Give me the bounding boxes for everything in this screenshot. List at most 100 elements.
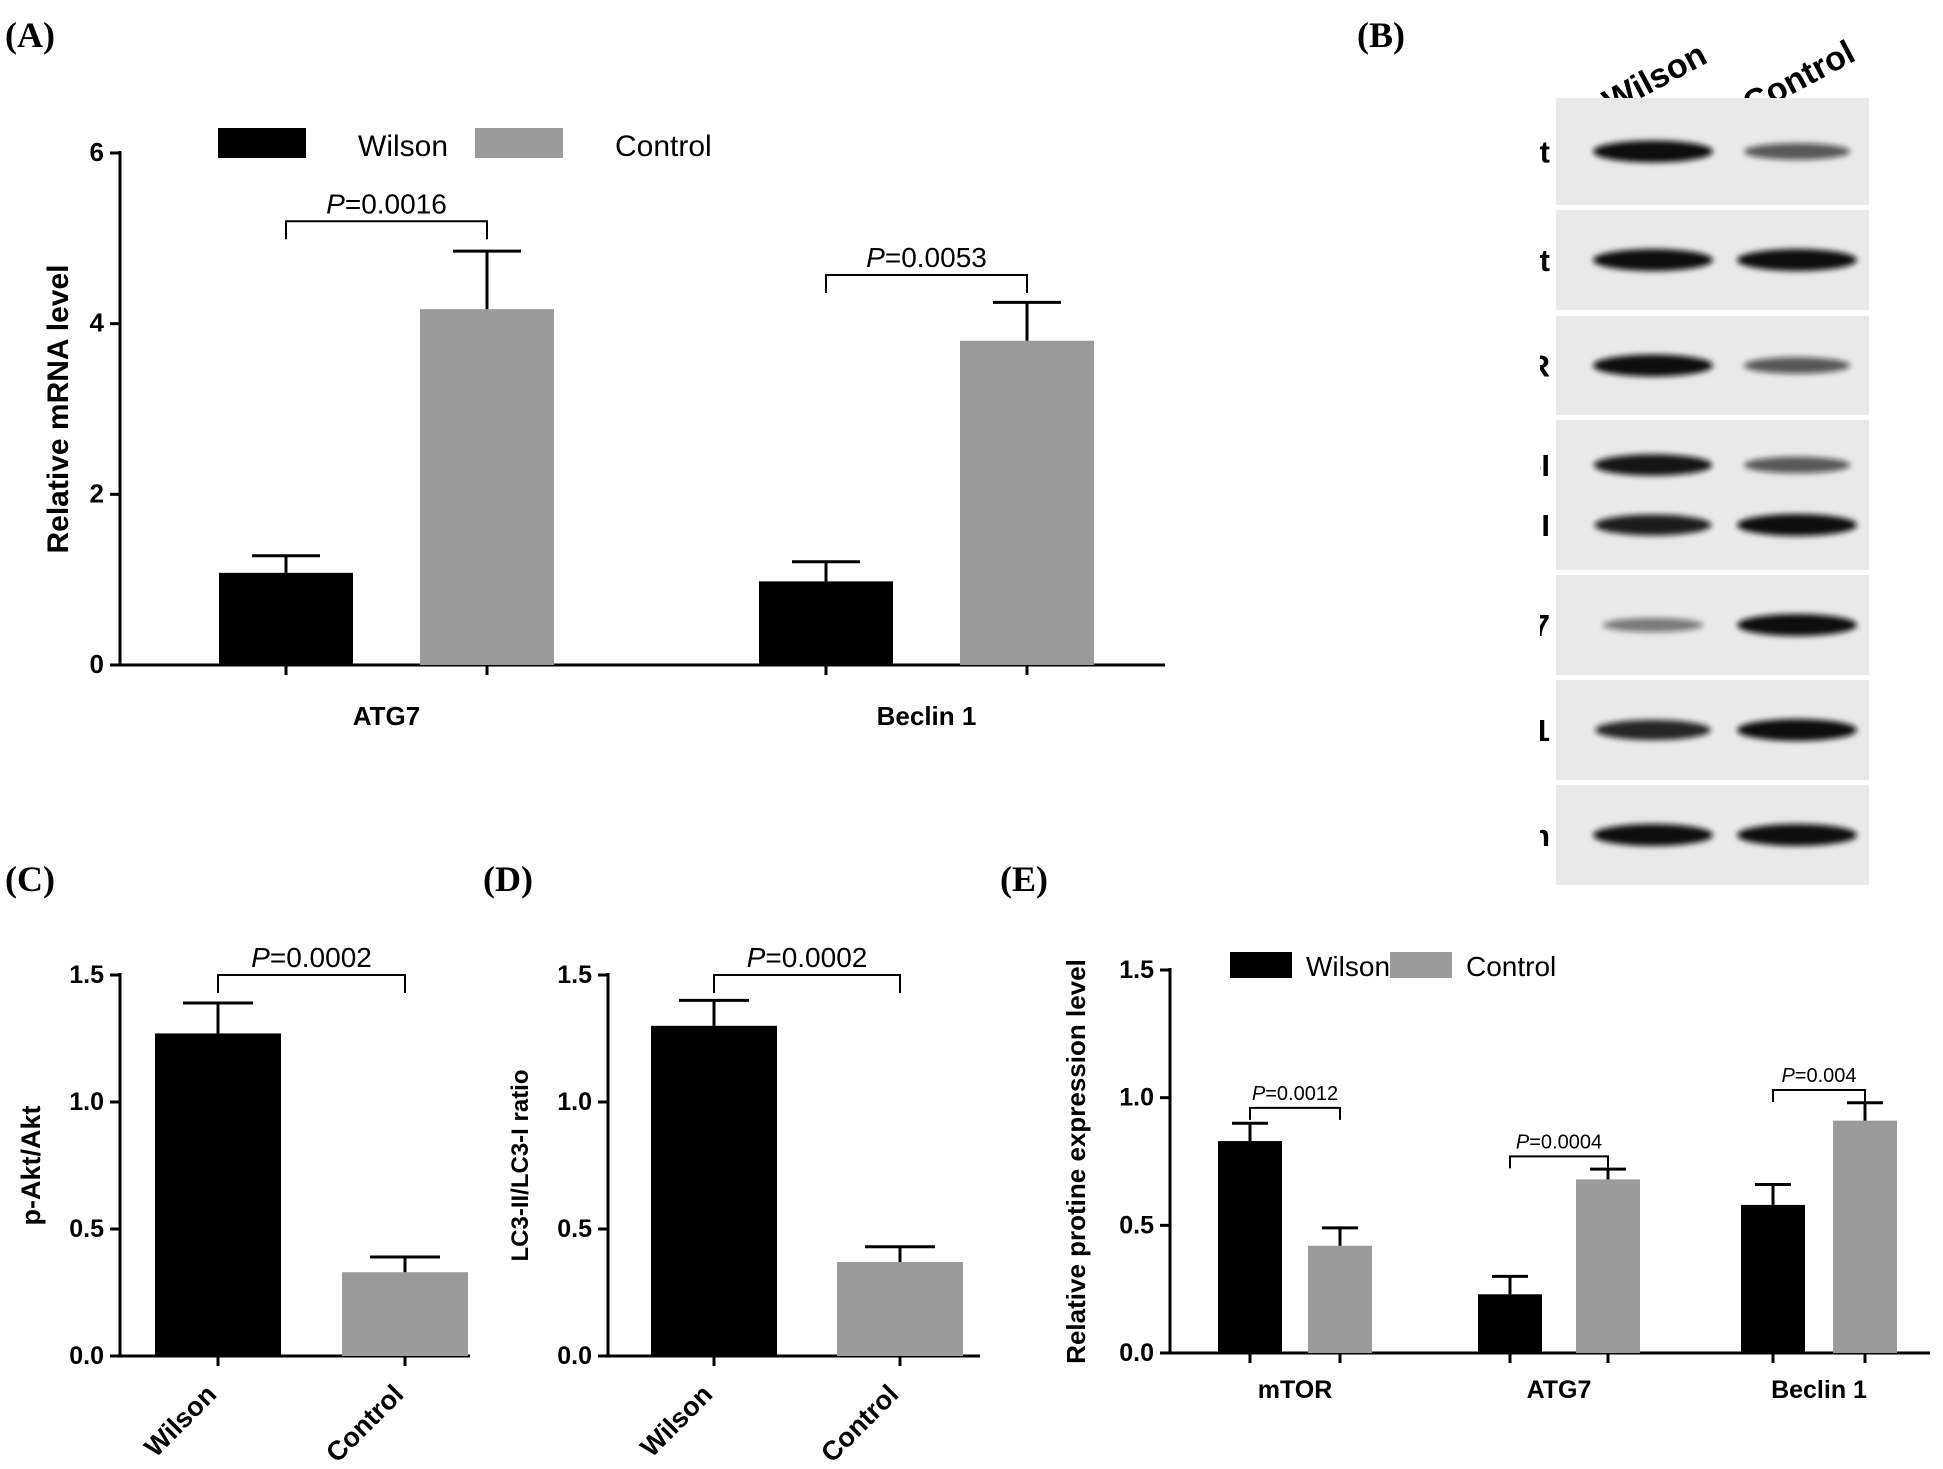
panel-label-c: (C) xyxy=(5,859,55,899)
y-tick-label: 4 xyxy=(90,308,105,338)
legend-swatch-control xyxy=(1390,952,1452,978)
x-tick-label: ATG7 xyxy=(1527,1376,1592,1404)
x-tick-label: ATG7 xyxy=(353,701,420,731)
significance-bracket xyxy=(1772,1089,1866,1103)
bar-wilson-mtor xyxy=(1218,1141,1282,1353)
bar-wilson xyxy=(155,1033,281,1356)
blot-band-beclin-1-wilson xyxy=(1595,719,1711,741)
legend-label-wilson: Wilson xyxy=(358,130,448,163)
p-value-label: P=0.004 xyxy=(1781,1065,1856,1087)
significance-bracket xyxy=(825,274,1028,294)
y-tick-label: 0.5 xyxy=(557,1215,592,1243)
significance-bracket xyxy=(217,974,406,993)
x-tick-label: mTOR xyxy=(1258,1376,1333,1404)
blot-label-actin: Actin xyxy=(1540,818,1550,853)
y-tick-label: 1.0 xyxy=(69,1088,104,1116)
bar-control xyxy=(837,1262,963,1356)
significance-bracket xyxy=(713,974,901,993)
blot-band-lc3-i-wilson xyxy=(1593,454,1713,476)
bar-control xyxy=(342,1272,468,1356)
x-tick-label: Control xyxy=(320,1379,409,1460)
bar-control-beclin-1 xyxy=(1833,1120,1897,1353)
y-axis-label: Relative protine expression level xyxy=(1061,959,1091,1364)
panel-label-a: (A) xyxy=(5,15,55,55)
x-tick-label: Wilson xyxy=(635,1379,719,1460)
x-tick-label: Wilson xyxy=(139,1379,223,1460)
blot-band-mtor-control xyxy=(1743,357,1851,374)
y-tick-label: 0.5 xyxy=(1119,1211,1154,1239)
bar-wilson-beclin-1 xyxy=(1741,1204,1805,1353)
blot-label-lc3-ii: LC3-II xyxy=(1540,508,1550,543)
bar-wilson-beclin-1 xyxy=(759,581,893,665)
bar-wilson xyxy=(651,1025,777,1356)
y-tick-label: 6 xyxy=(90,137,104,167)
legend-swatch-control xyxy=(475,128,563,158)
bar-wilson-atg7 xyxy=(219,572,353,665)
blot-band-lc3-ii-control xyxy=(1737,514,1857,536)
y-tick-label: 0 xyxy=(90,649,104,679)
blot-band-akt-wilson xyxy=(1593,249,1713,271)
x-tick-label: Beclin 1 xyxy=(1771,1376,1867,1404)
panel-label-e: (E) xyxy=(1000,859,1048,899)
p-value-label: P=0.0016 xyxy=(326,188,447,219)
y-tick-label: 1.5 xyxy=(69,961,104,989)
blot-band-atg7-wilson xyxy=(1602,617,1704,633)
y-tick-label: 2 xyxy=(90,478,104,508)
bar-control-atg7 xyxy=(1576,1179,1640,1353)
blot-label-beclin-1: Beclin 1 xyxy=(1540,713,1550,748)
western-blot-image: WilsonControlp-AktAktmTORLC3-ILC3-IIATG7… xyxy=(1431,33,1869,885)
blot-label-akt: Akt xyxy=(1540,243,1550,278)
y-tick-label: 1.5 xyxy=(1119,956,1154,984)
y-tick-label: 0.0 xyxy=(557,1342,592,1370)
y-tick-label: 0.0 xyxy=(69,1342,104,1370)
panel-label-b: (B) xyxy=(1357,15,1405,55)
chart-a-relative-mrna: 0 2 4 6 Relative mRNA level ATG7 Beclin 1 P=0.0… xyxy=(42,128,1165,731)
y-axis-label: Relative mRNA level xyxy=(42,264,75,553)
bar-control-atg7 xyxy=(420,309,554,665)
bar-wilson-atg7 xyxy=(1478,1294,1542,1353)
p-value-label: P=0.0053 xyxy=(866,242,987,273)
significance-bracket xyxy=(285,220,488,240)
blot-band-actin-control xyxy=(1737,824,1857,846)
significance-bracket xyxy=(1509,1155,1609,1169)
western-blot: WilsonControlp-AktAktmTORLC3-ILC3-IIATG7… xyxy=(1431,0,1943,900)
blot-band-actin-wilson xyxy=(1593,824,1713,846)
y-tick-label: 1.5 xyxy=(557,961,592,989)
blot-band-lc3-i-control xyxy=(1743,456,1851,474)
legend-label-control: Control xyxy=(615,130,712,163)
y-axis-label: LC3-II/LC3-I ratio xyxy=(507,1069,534,1261)
p-value-label: P=0.0002 xyxy=(747,942,868,973)
bar-control-beclin-1 xyxy=(960,340,1094,665)
legend-swatch-wilson xyxy=(1230,952,1292,978)
blot-band-mtor-wilson xyxy=(1593,354,1713,377)
x-tick-label: Control xyxy=(815,1379,904,1460)
y-tick-label: 1.0 xyxy=(1119,1084,1154,1112)
chart-d-lc3-ratio: 0.0 0.5 1.0 1.5 LC3-II/LC3-I ratio Wilson Cont… xyxy=(507,942,980,1460)
blot-band-p-akt-control xyxy=(1743,143,1851,160)
blot-band-p-akt-wilson xyxy=(1593,140,1713,163)
chart-e-protein-expression: 0.0 0.5 1.0 1.5 Relative protine expression … xyxy=(1061,951,1930,1404)
p-value-label: P=0.0012 xyxy=(1252,1083,1338,1105)
blot-band-beclin-1-control xyxy=(1737,719,1857,741)
y-tick-label: 0.0 xyxy=(1119,1339,1154,1367)
blot-band-lc3-ii-wilson xyxy=(1594,514,1712,536)
p-value-label: P=0.0002 xyxy=(251,942,372,973)
blot-label-mtor: mTOR xyxy=(1540,349,1550,384)
x-tick-label: Beclin 1 xyxy=(877,701,977,731)
blot-band-akt-control xyxy=(1737,249,1857,271)
legend-swatch-wilson xyxy=(218,128,306,158)
blot-band-atg7-control xyxy=(1737,614,1857,636)
legend-label-wilson: Wilson xyxy=(1306,951,1390,982)
y-tick-label: 1.0 xyxy=(557,1088,592,1116)
blot-membrane-lc3-i xyxy=(1556,420,1869,570)
significance-bracket xyxy=(1249,1106,1341,1120)
bar-control-mtor xyxy=(1308,1245,1372,1353)
y-tick-label: 0.5 xyxy=(69,1215,104,1243)
blot-label-p-akt: p-Akt xyxy=(1540,135,1550,170)
legend-label-control: Control xyxy=(1466,951,1556,982)
p-value-label: P=0.0004 xyxy=(1516,1131,1602,1153)
blot-label-atg7: ATG7 xyxy=(1540,608,1550,643)
panel-label-d: (D) xyxy=(483,859,533,899)
chart-c-pakt-akt: 0.0 0.5 1.0 1.5 p-Akt/Akt Wilson Control P=0.00… xyxy=(16,942,470,1460)
y-axis-label: p-Akt/Akt xyxy=(16,1105,46,1225)
